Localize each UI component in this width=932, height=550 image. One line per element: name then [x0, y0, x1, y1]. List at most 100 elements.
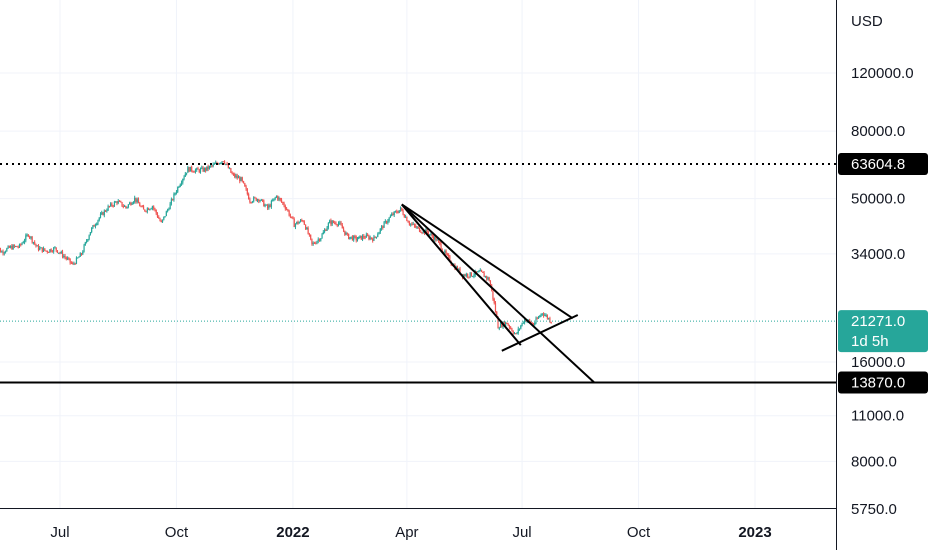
candle	[182, 178, 184, 185]
candle	[421, 231, 423, 235]
candle	[146, 207, 148, 214]
candle	[299, 218, 302, 223]
trendline-3[interactable]	[501, 314, 579, 352]
trendline-1[interactable]	[401, 203, 595, 384]
candle	[188, 166, 190, 173]
candle	[389, 214, 392, 218]
candle	[492, 290, 494, 301]
candle	[289, 213, 292, 219]
candle	[367, 233, 369, 237]
candle	[413, 223, 416, 228]
candle	[116, 200, 118, 206]
candle	[282, 201, 284, 205]
candle	[16, 245, 18, 248]
candle	[77, 257, 79, 259]
candle	[115, 200, 117, 203]
candle	[334, 220, 336, 225]
candle	[363, 233, 365, 240]
candle	[3, 251, 5, 256]
candle	[168, 207, 170, 211]
candle	[104, 209, 107, 213]
candle	[156, 212, 159, 218]
candle	[98, 217, 100, 222]
candle	[64, 253, 66, 260]
candle	[13, 244, 16, 249]
candle	[73, 261, 75, 266]
candle	[518, 328, 521, 331]
candle	[223, 160, 226, 165]
candle	[172, 198, 174, 201]
candle	[39, 245, 41, 251]
candle	[193, 170, 195, 173]
time-axis[interactable]: Jul Oct 2022 Apr Jul Oct 2023	[0, 508, 836, 542]
candle	[535, 316, 537, 325]
trendline-2[interactable]	[401, 203, 522, 346]
candle	[405, 214, 407, 219]
candle	[21, 242, 23, 246]
candle	[106, 208, 108, 213]
candle	[87, 238, 89, 242]
candle	[136, 197, 138, 204]
candle	[213, 162, 216, 165]
candle	[127, 204, 129, 209]
candle	[398, 210, 400, 214]
candle	[539, 314, 541, 318]
y-tick-label: 5750.0	[851, 501, 897, 518]
candle	[180, 180, 183, 186]
candle	[269, 203, 271, 208]
candle	[15, 245, 17, 248]
candle	[60, 250, 62, 254]
candle	[201, 165, 203, 170]
candle	[275, 195, 278, 198]
candle	[134, 195, 136, 204]
candle	[258, 198, 260, 204]
candle	[137, 197, 140, 204]
candle	[350, 236, 352, 240]
candle	[88, 234, 90, 241]
candle	[235, 173, 237, 179]
candle	[394, 210, 397, 213]
candle	[415, 223, 417, 229]
candle	[327, 222, 329, 230]
candle	[510, 325, 512, 330]
candle	[511, 327, 513, 332]
candle	[263, 199, 265, 207]
trendline-0[interactable]	[401, 203, 574, 320]
candle	[139, 201, 141, 207]
candle	[360, 235, 362, 240]
candle	[229, 167, 231, 170]
candle	[250, 201, 252, 204]
price-axis[interactable]: USD 120000.0 80000.0 50000.0 34000.0 16000.0…	[836, 0, 914, 550]
candle	[540, 313, 542, 318]
candle	[96, 222, 98, 226]
candle	[297, 220, 299, 225]
candle	[516, 332, 518, 335]
candle	[270, 199, 273, 209]
x-tick-label: Apr	[395, 524, 418, 541]
candle	[94, 223, 97, 229]
candle	[310, 234, 312, 241]
candle	[103, 209, 105, 218]
candle	[265, 204, 267, 206]
candle	[246, 187, 248, 196]
price-tags: 63604.8 13870.0 21271.0 1d 5h	[838, 153, 928, 394]
candle	[126, 206, 128, 209]
candle	[230, 168, 232, 173]
candle	[141, 205, 143, 208]
candle	[493, 297, 495, 305]
candle	[160, 219, 162, 223]
candle	[345, 231, 347, 236]
candle	[18, 243, 21, 248]
candle	[169, 201, 171, 210]
candle	[498, 326, 500, 331]
candle	[542, 312, 545, 318]
candle	[78, 256, 80, 258]
last-price-value: 21271.0	[851, 313, 905, 330]
candle	[123, 204, 126, 207]
candle	[382, 225, 384, 230]
candle	[131, 202, 133, 205]
candle	[399, 206, 402, 212]
candle	[54, 246, 56, 249]
candle	[374, 236, 376, 239]
